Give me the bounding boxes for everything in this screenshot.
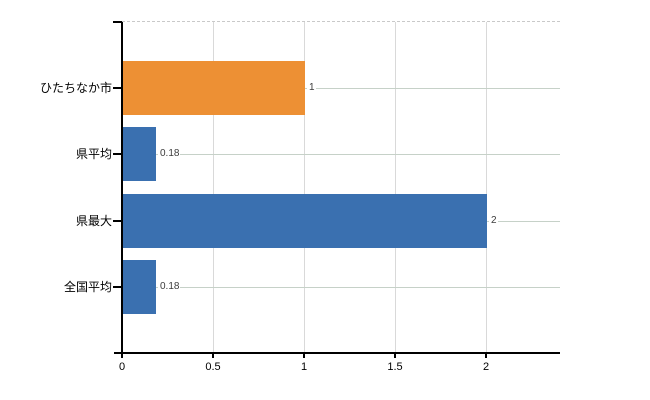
bar: [123, 194, 487, 248]
bar-value-label: 0.18: [158, 280, 181, 294]
x-axis-tick-label: 1: [300, 361, 308, 373]
bar: [123, 260, 156, 314]
x-axis: [114, 352, 560, 354]
y-axis-top-tick: [113, 21, 122, 23]
category-tick: [113, 286, 122, 288]
bar: [123, 127, 156, 181]
x-axis-tick-label: 0: [118, 361, 126, 373]
y-axis: [121, 22, 123, 358]
plot-top-border: [122, 21, 560, 22]
x-axis-tick: [212, 353, 214, 358]
x-axis-tick: [485, 353, 487, 358]
category-label: 全国平均: [63, 280, 112, 294]
x-axis-tick-label: 1.5: [387, 361, 403, 373]
category-label: ひたちなか市: [39, 81, 112, 95]
x-axis-tick: [303, 353, 305, 358]
vertical-gridline: [486, 22, 487, 353]
category-row-line: [122, 88, 560, 89]
x-axis-tick: [394, 353, 396, 358]
category-tick: [113, 153, 122, 155]
bar: [123, 61, 305, 115]
category-row-line: [122, 287, 560, 288]
category-tick: [113, 87, 122, 89]
category-tick: [113, 220, 122, 222]
category-label: 県平均: [75, 147, 112, 161]
vertical-gridline: [395, 22, 396, 353]
vertical-gridline: [304, 22, 305, 353]
x-axis-tick-label: 2: [482, 361, 490, 373]
bar-value-label: 0.18: [158, 147, 181, 161]
vertical-gridline: [213, 22, 214, 353]
category-label: 県最大: [75, 214, 112, 228]
x-axis-tick-label: 0.5: [205, 361, 221, 373]
bar-value-label: 1: [307, 81, 316, 95]
category-row-line: [122, 154, 560, 155]
bar-value-label: 2: [489, 214, 498, 228]
